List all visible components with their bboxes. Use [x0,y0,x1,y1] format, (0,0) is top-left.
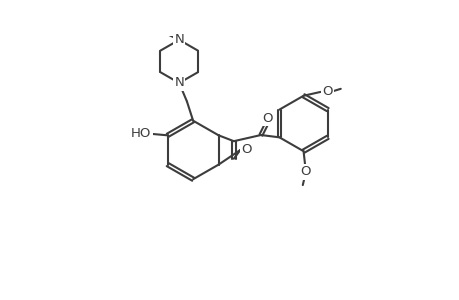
Text: N: N [174,33,184,46]
Text: O: O [262,112,273,124]
Text: O: O [322,85,332,98]
Text: O: O [299,166,310,178]
Text: N: N [174,76,184,89]
Text: HO: HO [131,127,151,140]
Text: O: O [241,143,251,157]
